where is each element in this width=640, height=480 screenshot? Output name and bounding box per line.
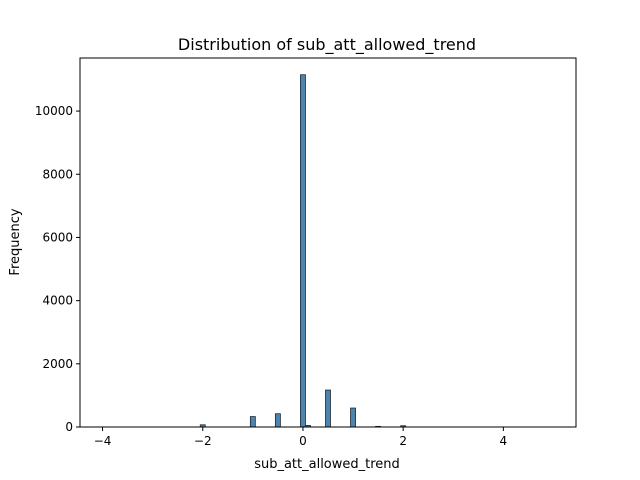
- x-tick-label: −2: [194, 434, 212, 448]
- histogram-bar: [325, 389, 331, 428]
- y-tick-label: 10000: [35, 104, 73, 118]
- x-axis-label: sub_att_allowed_trend: [254, 457, 400, 472]
- y-tick-label: 8000: [42, 167, 73, 181]
- x-axis-ticks: −4 −2 0 2 4: [94, 427, 507, 448]
- histogram-bar: [249, 416, 256, 428]
- y-tick-label: 0: [65, 420, 73, 434]
- y-tick-label: 2000: [42, 357, 73, 371]
- y-axis-label: Frequency: [8, 208, 23, 275]
- chart-title: Distribution of sub_att_allowed_trend: [178, 35, 476, 55]
- x-tick-label: 2: [399, 434, 407, 448]
- x-tick-label: 0: [299, 434, 307, 448]
- histogram-bar: [300, 74, 306, 428]
- x-tick-label: 4: [500, 434, 508, 448]
- histogram-bar: [350, 407, 356, 428]
- x-tick-label: −4: [94, 434, 112, 448]
- y-tick-label: 4000: [42, 294, 73, 308]
- histogram-bar: [274, 413, 281, 428]
- y-axis-ticks: 0 2000 4000 6000 8000 10000: [35, 104, 80, 434]
- y-tick-label: 6000: [42, 230, 73, 244]
- plot-frame: [79, 57, 577, 428]
